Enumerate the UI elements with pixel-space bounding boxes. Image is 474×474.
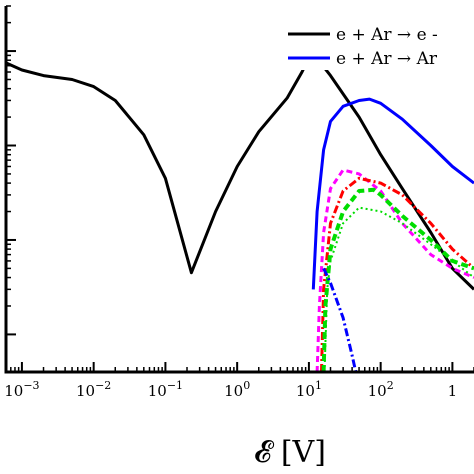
x-tick-label: 10−2 (76, 379, 111, 400)
series-layer (5, 50, 474, 373)
series-line-6 (322, 267, 358, 373)
x-tick-label: 1 (448, 382, 458, 400)
x-tick-label: 102 (368, 379, 394, 400)
x-axis-title: 𝓔 [V] (254, 435, 326, 470)
series-line-3 (320, 176, 474, 373)
series-line-1 (311, 97, 474, 290)
legend-label: e + Ar → Ar (336, 49, 438, 69)
series-line-4 (321, 187, 474, 373)
x-tick-label: 10−1 (148, 379, 183, 400)
x-tick-label: 101 (296, 379, 322, 400)
legend-box (280, 22, 474, 70)
series-line-0 (5, 50, 474, 291)
legend-label: e + Ar → e - (336, 25, 438, 45)
axes-layer: 10−3 10−2 10−1 100 101 102 1 (4, 5, 474, 400)
series-line-2 (315, 168, 474, 373)
x-tick-label: 10−3 (4, 379, 39, 400)
series-line-5 (323, 206, 474, 373)
x-tick-label: 100 (224, 379, 250, 400)
legend: e + Ar → e - e + Ar → Ar (280, 22, 474, 70)
